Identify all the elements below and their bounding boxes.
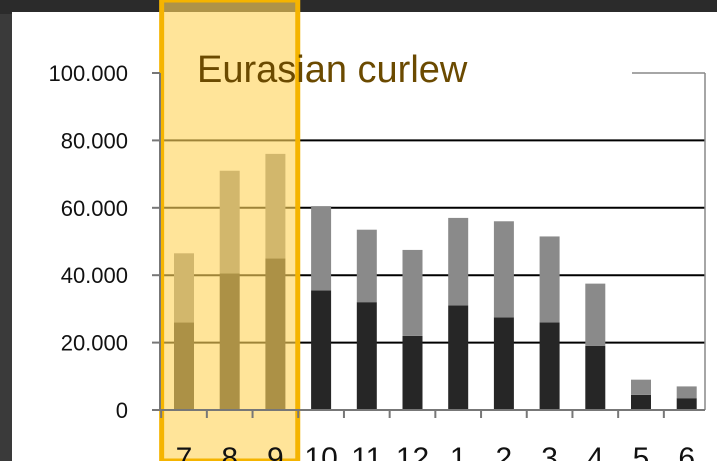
x-tick-label: 12 [396,442,429,461]
bar-lower-2 [493,317,514,410]
y-tick-label: 100.000 [48,61,128,86]
x-tick-label: 5 [633,442,650,461]
x-tick-label: 4 [587,442,604,461]
highlight-band-rect [159,0,301,461]
bar-lower-6 [676,398,697,410]
bar-upper-11 [356,229,377,303]
x-tick-label: 3 [541,442,558,461]
bar-upper-6 [676,386,697,399]
y-tick-label: 60.000 [61,196,128,221]
highlight-band [159,0,301,461]
bar-lower-11 [356,302,377,410]
y-tick-label: 20.000 [61,331,128,356]
y-tick-label: 0 [116,398,128,423]
bar-lower-1 [448,305,469,410]
bar-upper-12 [402,249,423,336]
bar-upper-1 [448,217,469,306]
chart-title: Eurasian curlew [197,49,468,91]
x-tick-label: 9 [267,442,284,461]
x-tick-label: 10 [304,442,337,461]
axes [152,72,705,418]
x-tick-label: 6 [678,442,695,461]
bar-lower-10 [311,290,332,410]
y-tick-label: 80.000 [61,128,128,153]
bar-lower-3 [539,322,560,410]
bar-lower-4 [585,345,606,410]
x-tick-label: 7 [176,442,193,461]
y-tick-label: 40.000 [61,263,128,288]
bar-lower-12 [402,335,423,410]
bar-upper-5 [631,379,651,395]
x-tick-label: 8 [221,442,238,461]
x-tick-label: 11 [351,442,382,461]
x-tick-label: 1 [450,442,467,461]
bar-lower-5 [631,394,651,410]
bar-upper-2 [493,221,514,318]
bar-upper-10 [311,206,332,291]
bar-upper-4 [585,283,606,346]
x-tick-label: 2 [496,442,513,461]
bar-upper-3 [539,236,560,323]
